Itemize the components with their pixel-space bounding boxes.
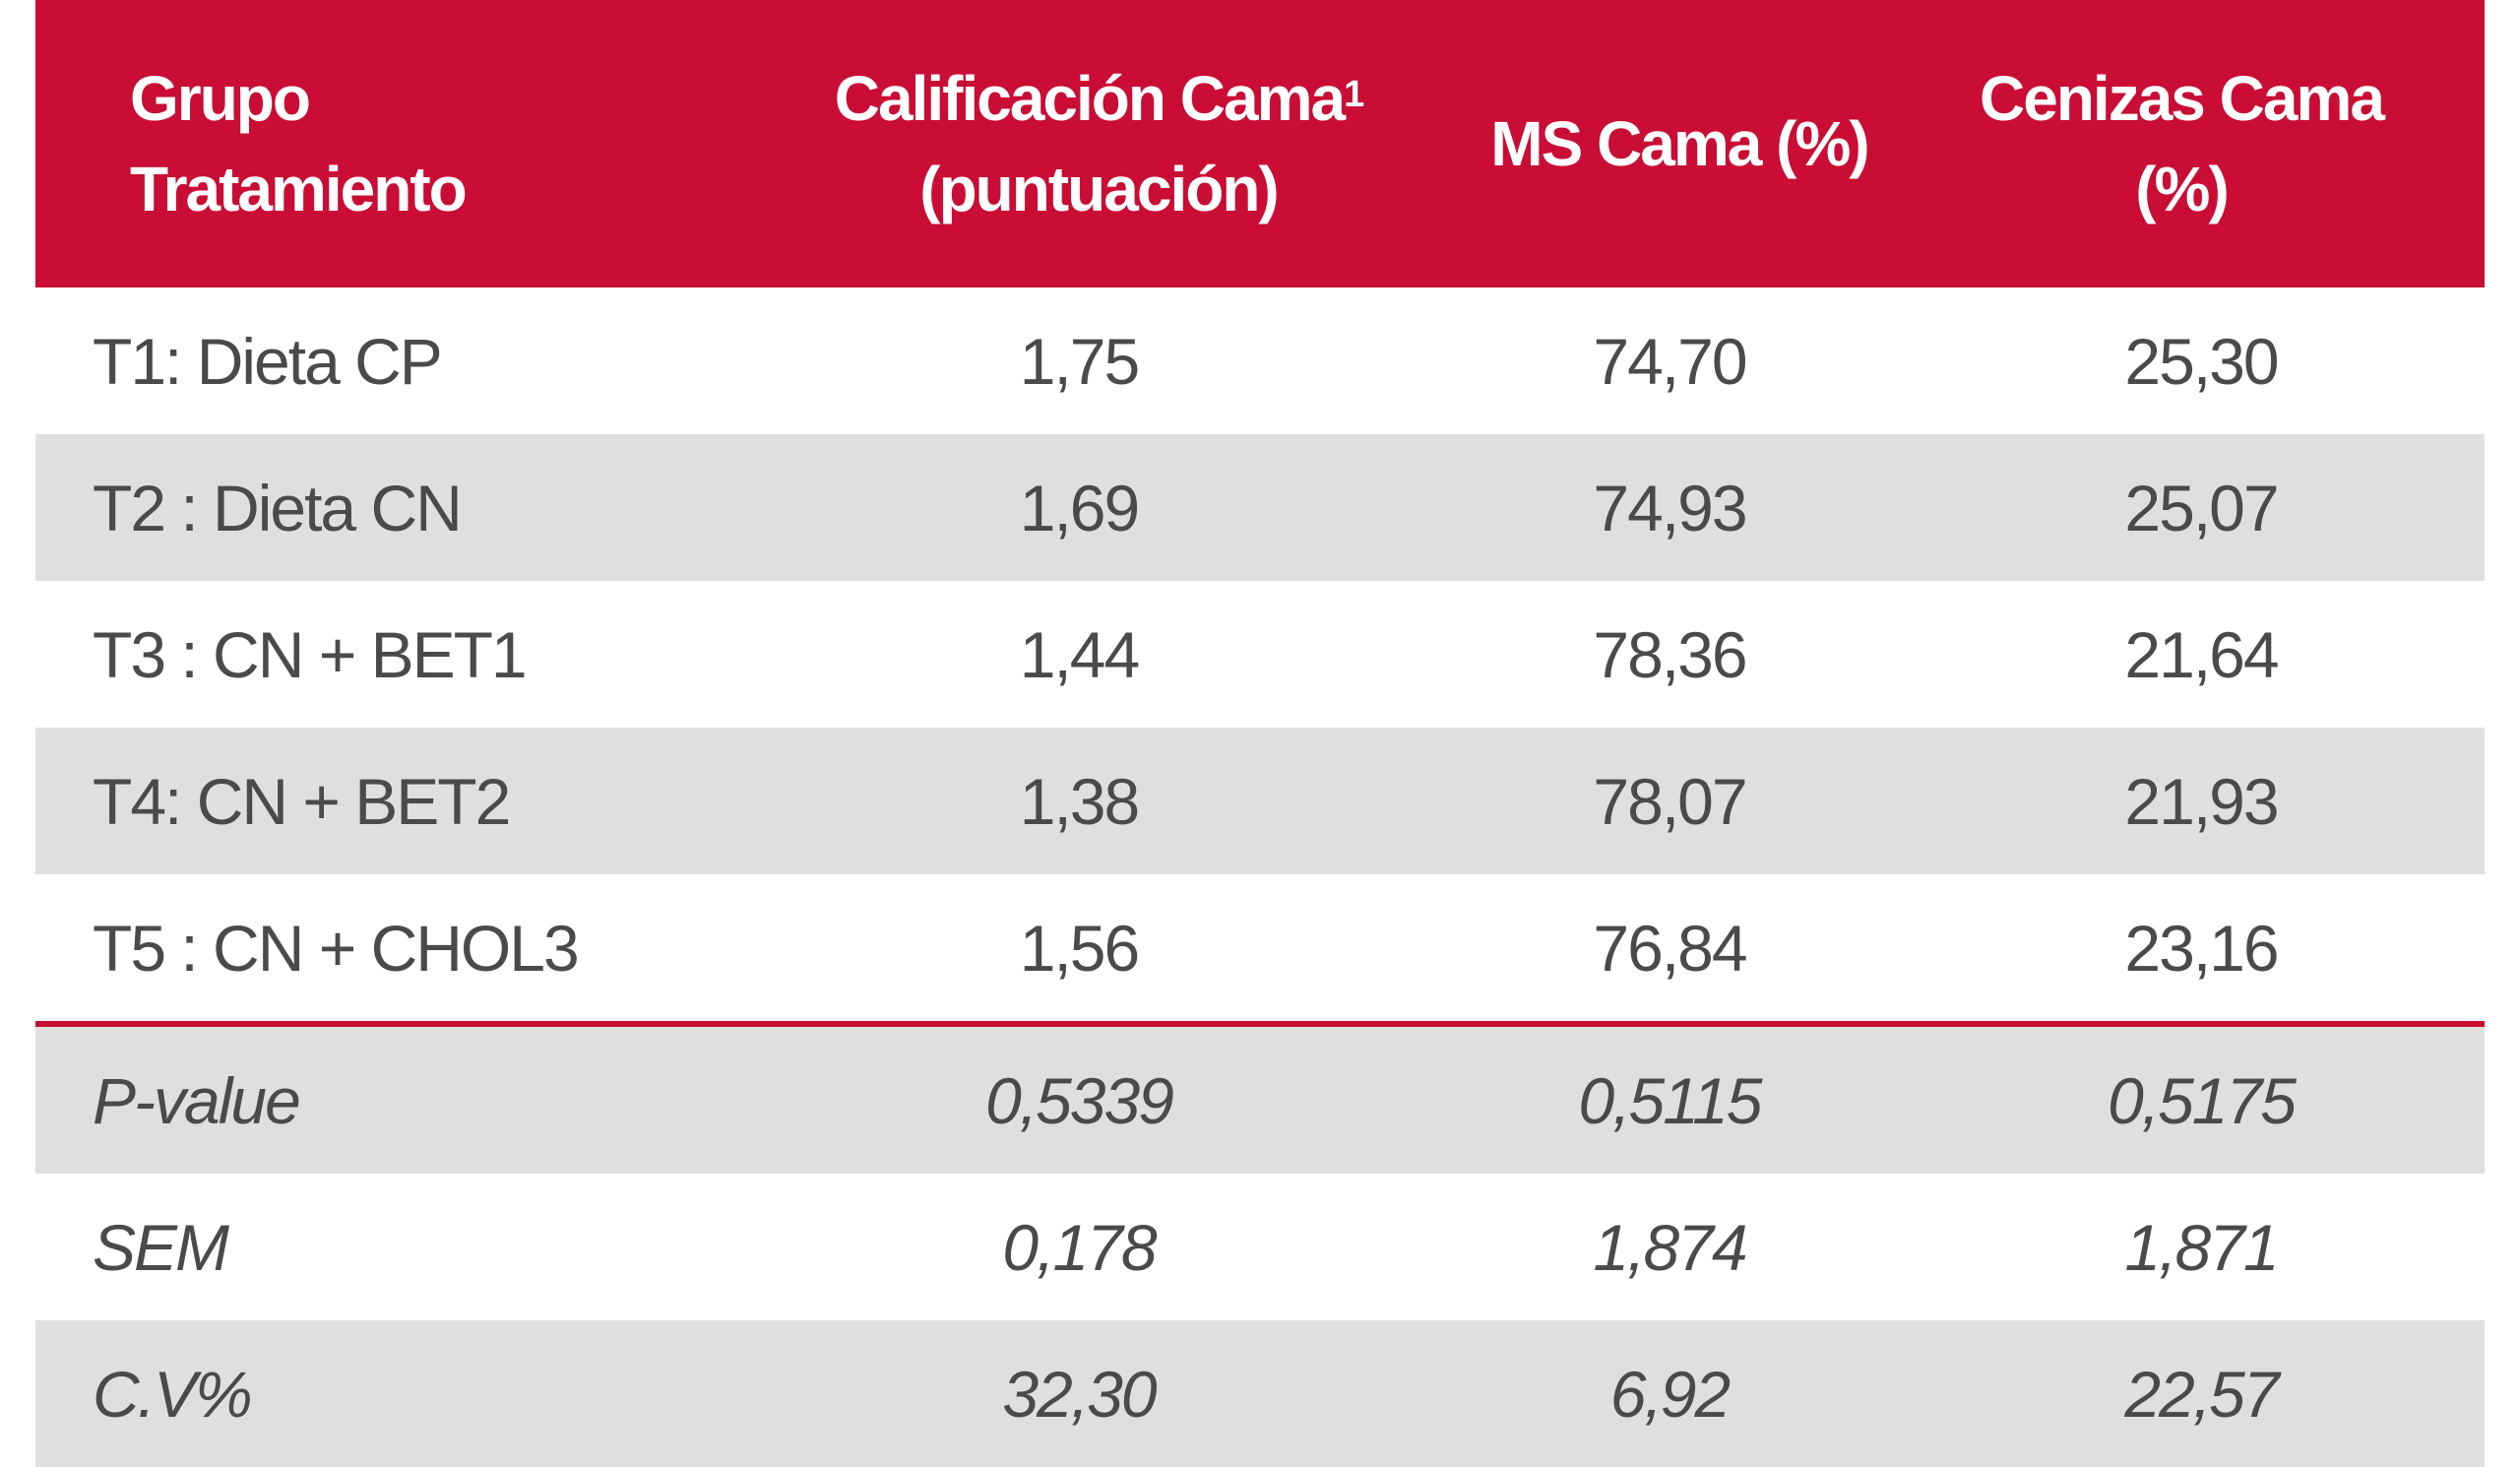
cell-cenizas: 25,07 [2124, 471, 2279, 544]
cell-cenizas: 1,871 [2124, 1210, 2279, 1284]
cell-group: T4: CN + BET2 [93, 764, 511, 838]
cell-ms: 74,70 [1593, 324, 1747, 398]
cell-cenizas: 23,16 [2124, 911, 2279, 985]
table-row: T2 : Dieta CN 1,69 74,93 25,07 [35, 434, 2485, 581]
cell-calificacion: 1,75 [1019, 324, 1140, 398]
cell-stat-label: C.V% [93, 1357, 253, 1431]
cell-ms: 1,874 [1593, 1210, 1747, 1284]
cell-calificacion: 0,5339 [985, 1063, 1174, 1137]
cell-ms: 78,07 [1593, 764, 1747, 838]
table-row: T3 : CN + BET1 1,44 78,36 21,64 [35, 581, 2485, 728]
header-grupo-line1: Grupo [130, 63, 311, 134]
header-calificacion-text: Calificación Cama [834, 63, 1346, 134]
stats-row: C.V% 32,30 6,92 22,57 [35, 1320, 2485, 1467]
table-row: T5 : CN + CHOL3 1,56 76,84 23,16 [35, 874, 2485, 1021]
cell-cenizas: 21,64 [2124, 617, 2279, 691]
cell-group: T3 : CN + BET1 [93, 617, 528, 691]
cell-calificacion: 1,69 [1019, 471, 1140, 544]
cell-ms: 0,5115 [1578, 1063, 1763, 1137]
cell-ms: 76,84 [1593, 911, 1747, 985]
header-cenizas-cama: Cenizas Cama (%) [1906, 0, 2457, 287]
header-calificacion-footnote: 1 [1344, 74, 1364, 115]
cell-calificacion: 0,178 [1002, 1210, 1157, 1284]
header-cenizas-line2: (%) [2135, 154, 2230, 224]
table-row: T4: CN + BET2 1,38 78,07 21,93 [35, 728, 2485, 874]
header-cenizas-line1: Cenizas Cama [1980, 63, 2385, 134]
results-table: Grupo Tratamiento Calificación Cama1 (pu… [35, 0, 2485, 1467]
table-header: Grupo Tratamiento Calificación Cama1 (pu… [35, 0, 2485, 287]
cell-stat-label: P-value [93, 1063, 301, 1137]
cell-ms: 6,92 [1609, 1357, 1731, 1431]
cell-calificacion: 1,44 [1019, 617, 1140, 691]
cell-cenizas: 22,57 [2124, 1357, 2279, 1431]
table-row: T1: Dieta CP 1,75 74,70 25,30 [35, 287, 2485, 434]
header-calificacion-cama: Calificación Cama1 (puntuación) [724, 0, 1473, 287]
header-calificacion-line1: Calificación Cama1 [834, 53, 1364, 144]
stats-row: P-value 0,5339 0,5115 0,5175 [35, 1027, 2485, 1174]
cell-calificacion: 1,56 [1019, 911, 1140, 985]
cell-ms: 78,36 [1593, 617, 1747, 691]
header-grupo-tratamiento: Grupo Tratamiento [130, 0, 721, 287]
cell-cenizas: 25,30 [2124, 324, 2279, 398]
header-grupo-line2: Tratamiento [130, 154, 468, 224]
cell-group: T5 : CN + CHOL3 [93, 911, 580, 985]
header-ms-cama: MS Cama (%) [1414, 0, 1945, 287]
stats-row: SEM 0,178 1,874 1,871 [35, 1174, 2485, 1320]
cell-group: T1: Dieta CP [93, 324, 443, 398]
cell-cenizas: 21,93 [2124, 764, 2279, 838]
header-calificacion-line2: (puntuación) [919, 154, 1279, 224]
cell-stat-label: SEM [93, 1210, 229, 1284]
cell-group: T2 : Dieta CN [93, 471, 463, 544]
cell-cenizas: 0,5175 [2108, 1063, 2297, 1137]
header-ms-text: MS Cama (%) [1490, 108, 1869, 179]
cell-calificacion: 32,30 [1002, 1357, 1157, 1431]
cell-calificacion: 1,38 [1019, 764, 1140, 838]
stats-divider [35, 1021, 2485, 1027]
cell-ms: 74,93 [1593, 471, 1747, 544]
